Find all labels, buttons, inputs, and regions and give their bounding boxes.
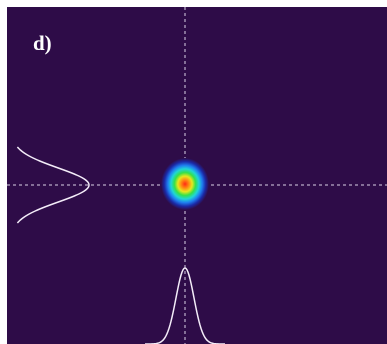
beam-profile-plot [7,7,387,344]
beam-profile-image: d) [7,7,387,344]
beam-spot [161,158,209,210]
panel-label: d) [33,31,52,55]
vertical-profile-curve [144,267,226,344]
horizontal-profile-curve [16,146,90,224]
